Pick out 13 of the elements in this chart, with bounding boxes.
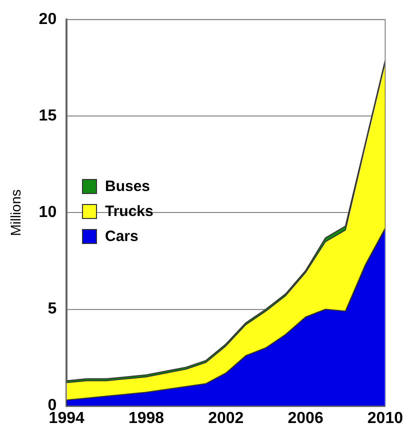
y-tick-label: 20 (38, 11, 57, 28)
x-tick-label: 2006 (288, 410, 324, 427)
y-tick-label: 10 (38, 204, 57, 222)
x-tick-label: 2002 (208, 410, 244, 427)
legend-label: Cars (105, 228, 138, 245)
x-tick-label: 1998 (128, 410, 164, 427)
y-tick-label: 5 (48, 300, 57, 318)
y-axis-title: Millions (7, 189, 24, 236)
legend-label: Buses (105, 178, 150, 195)
x-tick-label: 2010 (367, 410, 404, 427)
legend-label: Trucks (105, 203, 154, 220)
x-tick-label: 1994 (48, 410, 84, 427)
y-tick-label: 15 (38, 108, 57, 125)
